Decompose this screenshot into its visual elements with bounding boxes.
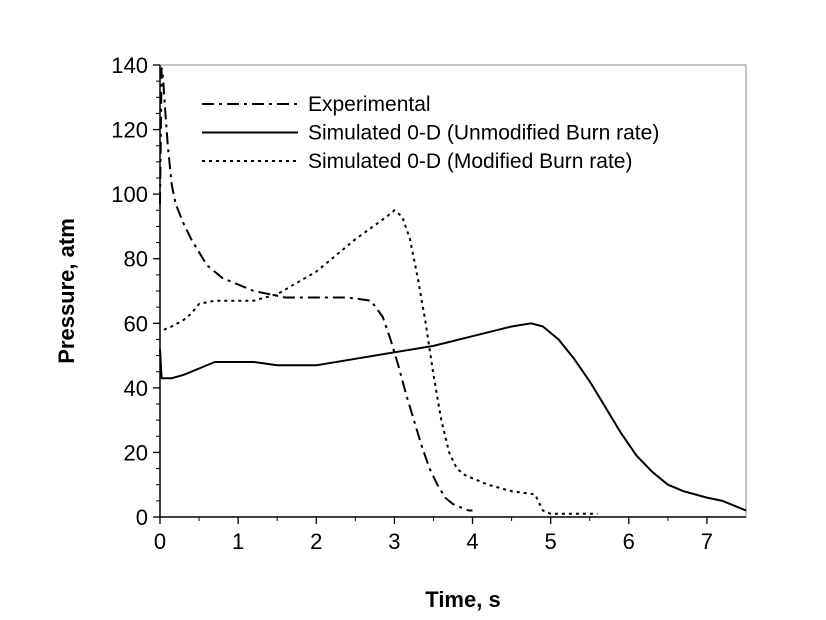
series-line-experimental <box>159 67 473 512</box>
x-tick-label: 6 <box>623 529 635 554</box>
legend-label: Simulated 0-D (Modified Burn rate) <box>308 150 632 173</box>
x-tick-label: 7 <box>701 529 713 554</box>
axes: 0 20 40 60 80 100 120 140 0 1 2 3 4 5 6 7 <box>111 53 747 554</box>
y-tick-label: 140 <box>111 53 148 78</box>
x-tick-label: 3 <box>388 529 400 554</box>
y-tick-label: 60 <box>124 311 148 336</box>
legend-label: Experimental <box>308 93 431 116</box>
x-tick-label: 4 <box>466 529 478 554</box>
x-tick-label: 5 <box>545 529 557 554</box>
y-tick-label: 20 <box>124 440 148 465</box>
x-tick-label: 2 <box>310 529 322 554</box>
y-tick-label: 120 <box>111 118 148 143</box>
y-tick-label: 40 <box>124 376 148 401</box>
series-line-unmodified <box>159 322 747 512</box>
y-axis-title: Pressure, atm <box>54 218 79 364</box>
legend: Experimental Simulated 0-D (Unmodified Bu… <box>202 93 659 173</box>
x-tick-label: 0 <box>154 529 166 554</box>
series-layer <box>159 67 747 515</box>
x-tick-label: 1 <box>232 529 244 554</box>
y-tick-label: 80 <box>124 247 148 272</box>
x-axis-title: Time, s <box>425 587 500 612</box>
y-tick-label: 0 <box>136 505 148 530</box>
legend-label: Simulated 0-D (Unmodified Burn rate) <box>308 122 659 145</box>
y-tick-label: 100 <box>111 182 148 207</box>
